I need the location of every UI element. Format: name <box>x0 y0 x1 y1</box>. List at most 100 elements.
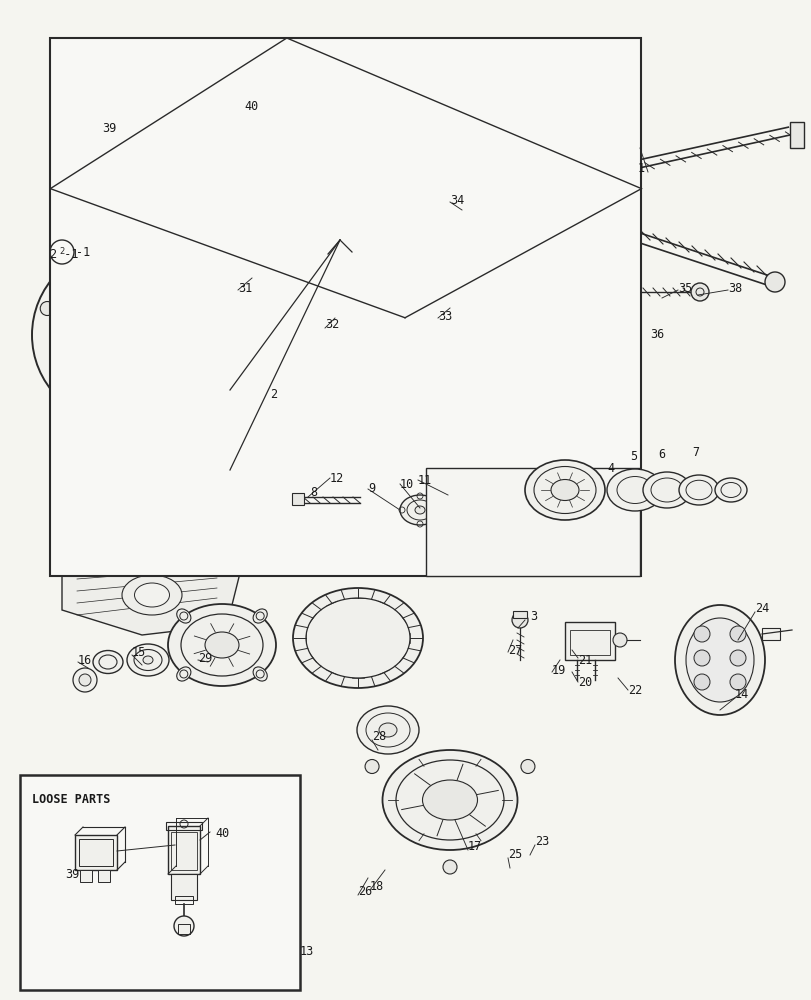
Text: 39: 39 <box>65 868 79 882</box>
Text: 29: 29 <box>198 652 212 664</box>
Ellipse shape <box>379 723 397 737</box>
Circle shape <box>693 626 709 642</box>
Bar <box>80 870 92 882</box>
Text: 19: 19 <box>551 664 565 676</box>
Ellipse shape <box>293 588 423 688</box>
Text: 34: 34 <box>449 194 464 207</box>
Text: 8: 8 <box>310 487 317 499</box>
Text: 33: 33 <box>437 310 452 322</box>
Text: 24: 24 <box>754 601 768 614</box>
Text: 38: 38 <box>727 282 741 294</box>
Ellipse shape <box>685 618 753 702</box>
Text: 17: 17 <box>467 840 482 853</box>
Circle shape <box>729 626 745 642</box>
Text: 3: 3 <box>530 610 536 624</box>
Circle shape <box>612 633 626 647</box>
Circle shape <box>693 674 709 690</box>
Text: 15: 15 <box>132 646 146 658</box>
Ellipse shape <box>177 609 191 623</box>
Ellipse shape <box>382 750 517 850</box>
Text: 32: 32 <box>324 318 339 332</box>
Bar <box>165 822 202 830</box>
Text: 18: 18 <box>370 880 384 894</box>
Text: 6: 6 <box>657 448 664 460</box>
Bar <box>564 622 614 660</box>
Circle shape <box>307 260 328 280</box>
Ellipse shape <box>551 480 578 500</box>
Ellipse shape <box>253 609 267 623</box>
Text: 7: 7 <box>691 446 698 458</box>
Text: 4: 4 <box>607 462 613 476</box>
Text: -1: -1 <box>76 245 90 258</box>
Bar <box>20 775 300 990</box>
Ellipse shape <box>127 644 169 676</box>
Bar <box>513 611 526 618</box>
Ellipse shape <box>674 605 764 715</box>
Text: 40: 40 <box>215 827 229 840</box>
Circle shape <box>690 283 708 301</box>
Ellipse shape <box>525 460 604 520</box>
Text: 2 -1: 2 -1 <box>50 248 79 261</box>
Polygon shape <box>60 415 210 530</box>
Ellipse shape <box>714 478 746 502</box>
Circle shape <box>521 760 534 774</box>
Circle shape <box>79 674 91 686</box>
Text: LOOSE PARTS: LOOSE PARTS <box>32 793 110 806</box>
Text: 12: 12 <box>329 472 344 485</box>
Circle shape <box>168 273 182 287</box>
Bar <box>75 835 117 870</box>
Bar <box>79 839 113 866</box>
Bar <box>426 468 639 576</box>
Ellipse shape <box>422 780 477 820</box>
Circle shape <box>332 187 348 203</box>
Ellipse shape <box>678 475 718 505</box>
Text: 39: 39 <box>102 122 116 135</box>
Ellipse shape <box>177 667 191 681</box>
Ellipse shape <box>307 202 432 298</box>
Bar <box>175 896 193 904</box>
Ellipse shape <box>607 469 663 511</box>
Text: 40: 40 <box>243 100 258 113</box>
Bar <box>574 230 639 310</box>
Circle shape <box>113 473 127 487</box>
Text: 35: 35 <box>677 282 692 294</box>
Text: 25: 25 <box>508 848 521 861</box>
Circle shape <box>365 760 379 774</box>
Circle shape <box>87 302 153 368</box>
Ellipse shape <box>135 583 169 607</box>
Circle shape <box>599 263 613 277</box>
Text: 22: 22 <box>627 684 642 696</box>
Circle shape <box>512 612 527 628</box>
Text: 31: 31 <box>238 282 252 294</box>
Circle shape <box>174 916 194 936</box>
Circle shape <box>41 302 54 316</box>
Bar <box>178 924 190 934</box>
Bar <box>761 628 779 640</box>
Ellipse shape <box>414 506 424 514</box>
Ellipse shape <box>93 650 122 674</box>
Ellipse shape <box>122 575 182 615</box>
Circle shape <box>729 650 745 666</box>
Text: 26: 26 <box>358 886 371 898</box>
Ellipse shape <box>363 239 385 256</box>
Text: 14: 14 <box>734 688 749 702</box>
Text: 23: 23 <box>534 835 548 848</box>
Text: 9: 9 <box>367 483 375 495</box>
Circle shape <box>443 860 457 874</box>
Text: 13: 13 <box>299 945 314 958</box>
Text: 11: 11 <box>418 474 431 487</box>
Polygon shape <box>62 540 242 635</box>
Text: 5: 5 <box>629 450 637 464</box>
Ellipse shape <box>253 667 267 681</box>
Bar <box>292 493 303 505</box>
Bar <box>569 630 609 655</box>
Bar <box>443 485 453 492</box>
Bar <box>789 122 803 148</box>
Text: 10: 10 <box>400 478 414 490</box>
Bar <box>98 870 109 882</box>
Bar <box>582 240 631 300</box>
Ellipse shape <box>400 495 440 525</box>
Bar <box>50 38 641 576</box>
Ellipse shape <box>642 472 690 508</box>
Text: 16: 16 <box>78 654 92 666</box>
